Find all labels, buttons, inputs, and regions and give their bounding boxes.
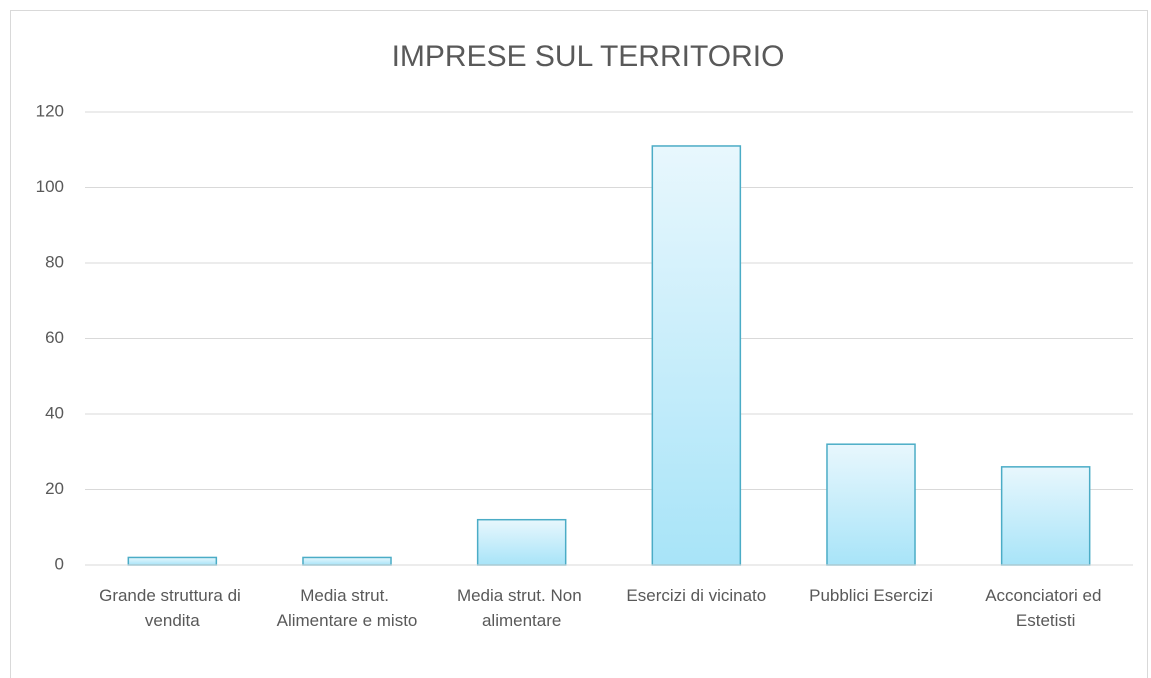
y-tick-label: 120 (36, 101, 64, 120)
y-tick-label: 60 (45, 328, 64, 347)
bar (476, 518, 567, 566)
x-tick-label: Grande struttura di vendita (99, 586, 245, 630)
y-tick-label: 100 (36, 177, 64, 196)
y-tick-label: 0 (55, 554, 64, 573)
bar (826, 443, 916, 566)
bar (302, 556, 392, 566)
bar (127, 556, 218, 566)
x-tick-label: Pubblici Esercizi (809, 586, 933, 605)
x-tick-label: Esercizi di vicinato (626, 586, 766, 605)
y-tick-label: 20 (45, 479, 64, 498)
y-tick-label: 40 (45, 403, 64, 422)
y-tick-label: 80 (45, 252, 64, 271)
chart-border (10, 10, 1148, 678)
x-tick-label: Media strut. Alimentare e misto (277, 586, 418, 630)
chart-title: IMPRESE SUL TERRITORIO (392, 40, 785, 73)
x-tick-label: Acconciatori ed Estetisti (985, 586, 1106, 630)
bar (651, 145, 742, 566)
bar (1000, 466, 1091, 566)
x-tick-label: Media strut. Non alimentare (457, 586, 586, 630)
